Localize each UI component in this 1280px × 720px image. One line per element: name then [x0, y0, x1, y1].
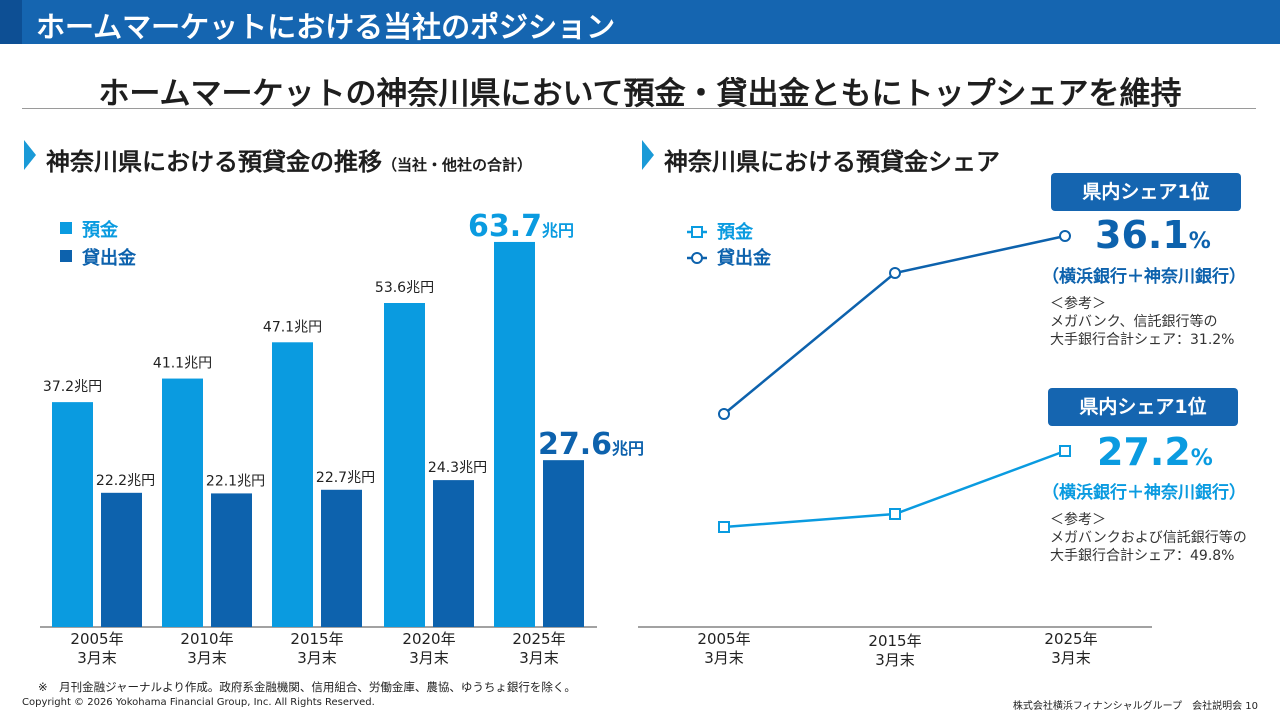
bar-category-label: 2020年	[402, 630, 455, 648]
section-marker-icon	[24, 140, 36, 170]
bar-loan	[543, 460, 584, 627]
deposit-share-point	[1059, 445, 1071, 457]
line-category-label: 2015年	[868, 632, 921, 650]
loan-share-unit: %	[1188, 229, 1211, 254]
bar-label-deposit: 37.2兆円	[43, 379, 102, 395]
header-banner: ホームマーケットにおける当社のポジション	[0, 0, 1280, 44]
legend-label-deposit-share: 預金	[717, 221, 754, 243]
deposit-share-number: 27.2	[1097, 430, 1191, 474]
bar-category-label: 2005年	[70, 630, 123, 648]
footer-company-name: 株式会社横浜フィナンシャルグループ 会社説明会	[1012, 701, 1243, 712]
loan-share-badge: 県内シェア1位	[1051, 173, 1241, 211]
bar-label-deposit: 47.1兆円	[263, 319, 322, 335]
section-marker-icon	[642, 140, 654, 170]
divider	[22, 108, 1256, 109]
bar-label-loan: 22.2兆円	[96, 473, 155, 489]
bar-label-loan: 24.3兆円	[428, 460, 487, 476]
line-category-label: 3月末	[875, 651, 915, 669]
loan-share-holders: （横浜銀行＋神奈川銀行）	[1042, 267, 1246, 287]
page-title: ホームマーケットにおける当社のポジション	[36, 10, 616, 44]
reference-line: メガバンクおよび信託銀行等の	[1050, 530, 1247, 546]
line-category-label: 2005年	[697, 630, 750, 648]
bar-label-loan: 27.6兆円	[538, 427, 644, 462]
reference-line: ＜参考＞	[1050, 296, 1106, 312]
banner-edge	[0, 0, 22, 44]
deposit-share-badge: 県内シェア1位	[1048, 388, 1238, 426]
page-number: 10	[1245, 701, 1258, 712]
bar-deposit	[52, 402, 93, 627]
loan-share-line	[723, 234, 1066, 415]
bar-label-loan: 22.1兆円	[206, 473, 265, 489]
loan-share-value: 36.1%	[1095, 213, 1211, 257]
bar-loan	[433, 480, 474, 627]
line-category-label: 3月末	[704, 649, 744, 667]
bar-category-label: 2025年	[512, 630, 565, 648]
bar-deposit	[494, 241, 535, 627]
bar-label-deposit: 63.7兆円	[468, 209, 574, 244]
bar-label-deposit: 41.1兆円	[153, 356, 212, 372]
bar-loan	[101, 492, 142, 627]
footer-company: 株式会社横浜フィナンシャルグループ 会社説明会 10	[1013, 697, 1258, 712]
reference-line: ＜参考＞	[1050, 512, 1106, 528]
legend-label-deposit: 預金	[82, 219, 119, 241]
left-section-title-text: 神奈川県における預貸金の推移	[46, 148, 382, 176]
bar-category-label: 2015年	[290, 630, 343, 648]
bar-deposit	[384, 303, 425, 627]
source-footnote: ※ 月刊金融ジャーナルより作成。政府系金融機関、信用組合、労働金庫、農協、ゆうち…	[38, 680, 576, 694]
bar-category-label: 3月末	[519, 649, 559, 667]
loan-share-reference: ＜参考＞ メガバンク、信託銀行等の 大手銀行合計シェア：31.2%	[1050, 295, 1234, 349]
copyright: Copyright © 2026 Yokohama Financial Grou…	[22, 697, 375, 708]
bar-deposit	[162, 378, 203, 627]
bar-category-label: 3月末	[187, 649, 227, 667]
bar-category-label: 3月末	[77, 649, 117, 667]
loan-share-point	[1059, 230, 1071, 242]
legend-label-loan: 貸出金	[82, 247, 137, 269]
loan-share-number: 36.1	[1095, 213, 1189, 257]
bar-label-loan: 22.7兆円	[316, 470, 375, 486]
line-category-label: 3月末	[1051, 649, 1091, 667]
reference-line: 大手銀行合計シェア：49.8%	[1050, 548, 1235, 564]
right-section-title: 神奈川県における預貸金シェア	[664, 148, 1000, 176]
bar-category-label: 3月末	[409, 649, 449, 667]
bar-label-deposit: 53.6兆円	[375, 280, 434, 296]
bar-loan	[321, 489, 362, 627]
legend-label-loan-share: 貸出金	[717, 247, 772, 269]
legend-swatch-loan	[60, 250, 72, 262]
legend-square-marker	[691, 226, 703, 238]
deposit-share-point	[718, 521, 730, 533]
bar-category-label: 2010年	[180, 630, 233, 648]
bar-loan	[211, 493, 252, 627]
legend-swatch-deposit	[60, 222, 72, 234]
deposit-share-value: 27.2%	[1097, 430, 1213, 474]
page-subtitle: ホームマーケットの神奈川県において預金・貸出金ともにトップシェアを維持	[98, 76, 1182, 112]
left-section-note: （当社・他社の合計）	[382, 156, 533, 174]
bar-deposit	[272, 342, 313, 627]
legend-circle-marker	[691, 252, 703, 264]
reference-line: メガバンク、信託銀行等の	[1050, 314, 1218, 330]
bar-category-label: 3月末	[297, 649, 337, 667]
left-section-title: 神奈川県における預貸金の推移（当社・他社の合計）	[46, 142, 532, 177]
line-category-label: 2025年	[1044, 630, 1097, 648]
deposit-share-point	[889, 508, 901, 520]
loan-share-point	[889, 267, 901, 279]
deposit-share-reference: ＜参考＞ メガバンクおよび信託銀行等の 大手銀行合計シェア：49.8%	[1050, 511, 1247, 565]
loan-share-point	[718, 408, 730, 420]
reference-line: 大手銀行合計シェア：31.2%	[1050, 332, 1235, 348]
deposit-share-holders: （横浜銀行＋神奈川銀行）	[1042, 483, 1246, 503]
deposit-share-unit: %	[1190, 446, 1213, 471]
